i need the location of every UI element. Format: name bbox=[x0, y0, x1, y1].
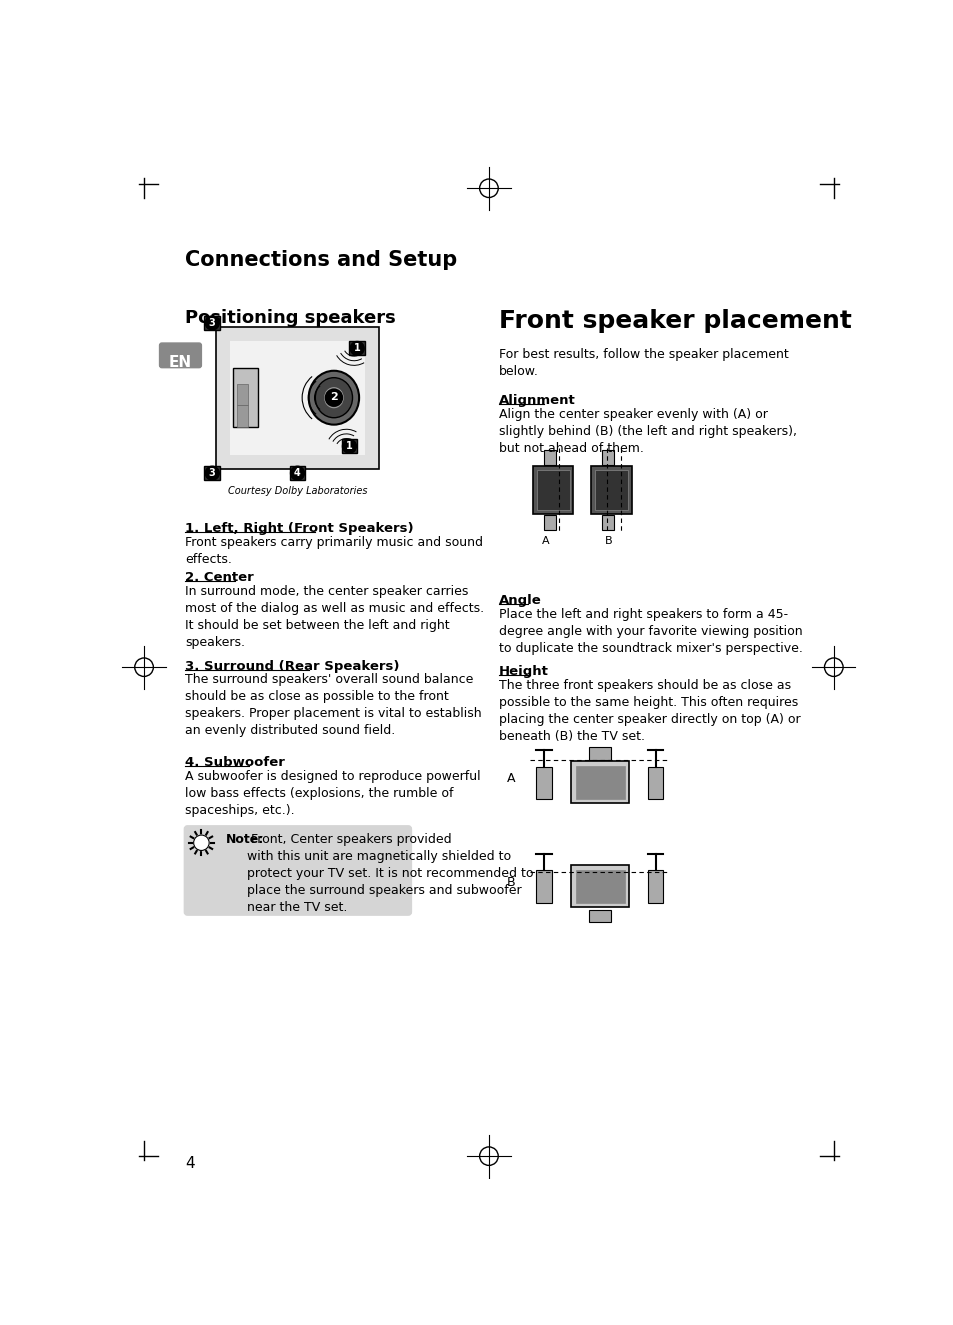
Bar bbox=[290, 466, 305, 480]
Text: B: B bbox=[604, 537, 612, 546]
FancyBboxPatch shape bbox=[184, 825, 411, 916]
Text: Front speakers carry primarily music and sound
effects.: Front speakers carry primarily music and… bbox=[185, 537, 482, 566]
Bar bbox=[543, 514, 556, 530]
Bar bbox=[204, 466, 220, 480]
Text: Place the left and right speakers to form a 45-
degree angle with your favorite : Place the left and right speakers to for… bbox=[498, 608, 802, 655]
Text: 1. Left, Right (Front Speakers): 1. Left, Right (Front Speakers) bbox=[185, 522, 414, 535]
Circle shape bbox=[325, 390, 342, 407]
Text: 1: 1 bbox=[354, 343, 360, 352]
Bar bbox=[236, 405, 248, 427]
Text: Front speaker placement: Front speaker placement bbox=[498, 309, 851, 333]
Text: 2. Center: 2. Center bbox=[185, 571, 253, 584]
Text: A: A bbox=[506, 772, 515, 786]
Bar bbox=[647, 871, 662, 902]
Text: 4: 4 bbox=[294, 468, 300, 478]
Text: Height: Height bbox=[498, 665, 548, 678]
Circle shape bbox=[342, 440, 356, 453]
Bar bbox=[204, 317, 220, 330]
Text: 4. Subwoofer: 4. Subwoofer bbox=[185, 755, 285, 768]
Text: 1: 1 bbox=[346, 441, 353, 451]
Text: Connections and Setup: Connections and Setup bbox=[185, 250, 456, 270]
Text: Angle: Angle bbox=[498, 594, 541, 607]
FancyBboxPatch shape bbox=[159, 343, 201, 367]
Bar bbox=[216, 327, 378, 469]
Text: EN: EN bbox=[169, 355, 192, 371]
Circle shape bbox=[205, 317, 219, 330]
Bar bbox=[595, 470, 627, 510]
Ellipse shape bbox=[309, 371, 358, 424]
Ellipse shape bbox=[315, 378, 353, 417]
Bar bbox=[575, 766, 624, 799]
Text: 3: 3 bbox=[209, 318, 215, 327]
Bar bbox=[588, 910, 610, 922]
Text: Align the center speaker evenly with (A) or
slightly behind (B) (the left and ri: Align the center speaker evenly with (A)… bbox=[498, 408, 796, 454]
Circle shape bbox=[350, 342, 364, 355]
Text: The surround speakers' overall sound balance
should be as close as possible to t: The surround speakers' overall sound bal… bbox=[185, 673, 481, 737]
Bar bbox=[601, 451, 614, 465]
Text: Note:: Note: bbox=[226, 832, 264, 845]
Circle shape bbox=[291, 466, 304, 480]
Text: Courtesy Dolby Laboratories: Courtesy Dolby Laboratories bbox=[228, 486, 367, 497]
Bar bbox=[349, 342, 365, 355]
Bar bbox=[536, 871, 551, 902]
Bar bbox=[536, 767, 551, 799]
Bar bbox=[601, 514, 614, 530]
Ellipse shape bbox=[324, 388, 343, 408]
Bar bbox=[236, 384, 248, 405]
Text: 3: 3 bbox=[209, 468, 215, 478]
Text: A subwoofer is designed to reproduce powerful
low bass effects (explosions, the : A subwoofer is designed to reproduce pow… bbox=[185, 770, 480, 816]
Bar bbox=[230, 341, 365, 456]
Bar bbox=[571, 761, 629, 803]
Text: Positioning speakers: Positioning speakers bbox=[185, 309, 395, 327]
Bar bbox=[571, 865, 629, 908]
Text: In surround mode, the center speaker carries
most of the dialog as well as music: In surround mode, the center speaker car… bbox=[185, 584, 484, 649]
Bar bbox=[588, 747, 610, 759]
Text: Front, Center speakers provided
with this unit are magnetically shielded to
prot: Front, Center speakers provided with thi… bbox=[247, 832, 533, 914]
Bar bbox=[647, 767, 662, 799]
Text: B: B bbox=[506, 876, 515, 889]
Circle shape bbox=[205, 466, 219, 480]
Bar bbox=[537, 470, 569, 510]
Bar bbox=[533, 466, 573, 514]
Bar bbox=[575, 869, 624, 902]
Text: For best results, follow the speaker placement
below.: For best results, follow the speaker pla… bbox=[498, 347, 788, 378]
Text: 4: 4 bbox=[185, 1157, 194, 1171]
Text: 3. Surround (Rear Speakers): 3. Surround (Rear Speakers) bbox=[185, 660, 399, 673]
Circle shape bbox=[193, 835, 209, 851]
Bar bbox=[341, 440, 356, 453]
Text: The three front speakers should be as close as
possible to the same height. This: The three front speakers should be as cl… bbox=[498, 678, 800, 743]
Text: 2: 2 bbox=[330, 392, 337, 403]
Bar bbox=[591, 466, 631, 514]
Text: A: A bbox=[541, 537, 549, 546]
Text: Alignment: Alignment bbox=[498, 394, 576, 407]
Bar bbox=[233, 368, 257, 427]
Bar bbox=[543, 451, 556, 465]
